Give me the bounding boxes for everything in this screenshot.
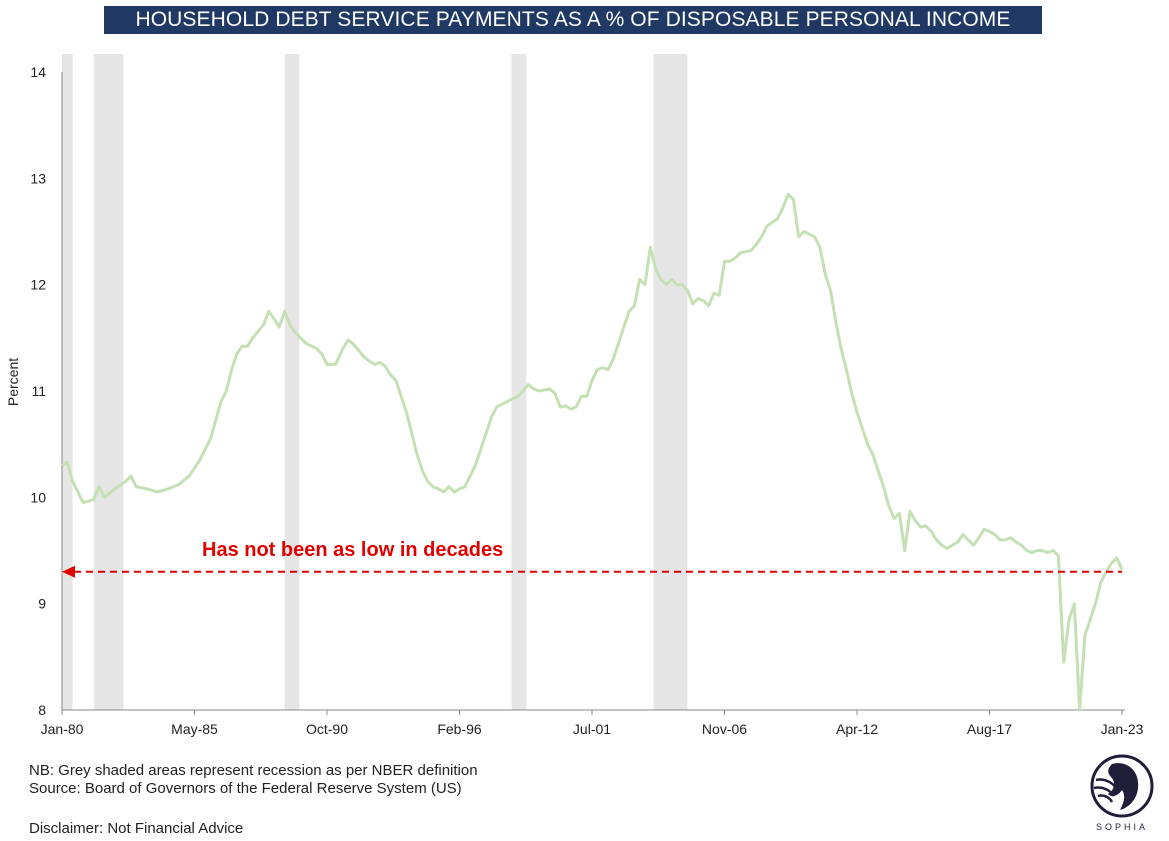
annotation: Has not been as low in decades [62,539,1122,578]
recession-bands [62,54,688,710]
x-tick-label: May-85 [171,721,218,737]
series-line [61,192,1124,712]
x-tick-label: Apr-12 [836,721,878,737]
footnote-disclaimer: Disclaimer: Not Financial Advice [29,820,244,837]
chart-title: HOUSEHOLD DEBT SERVICE PAYMENTS AS A % O… [104,6,1042,34]
x-tick-label: Jan-23 [1101,721,1144,737]
footnote-source: Source: Board of Governors of the Federa… [29,780,462,797]
x-tick-label: Oct-90 [306,721,348,737]
x-tick-label: Jan-80 [41,721,84,737]
y-tick-label: 8 [38,702,46,718]
y-tick-label: 13 [30,170,46,186]
x-tick-label: Jul-01 [573,721,611,737]
y-tick-label: 11 [31,383,46,399]
footnote-nb: NB: Grey shaded areas represent recessio… [29,762,478,779]
y-ticks: 8 9 10 11 12 13 14 [30,64,46,718]
x-tick-label: Nov-06 [702,721,747,737]
y-axis-label: Percent [5,358,21,406]
recession-band-2 [93,54,124,710]
recession-band-4 [511,54,527,710]
y-tick-label: 10 [30,489,46,505]
y-tick-label: 14 [30,64,46,80]
y-tick-label: 12 [30,277,46,293]
recession-band-5 [653,54,688,710]
x-tick-label: Aug-17 [967,721,1012,737]
x-ticks: Jan-80 May-85 Oct-90 Feb-96 Jul-01 Nov-06 Apr-… [41,710,1144,737]
annotation-text: Has not been as low in decades [202,539,503,561]
sophia-logo: SOPHIA [1090,754,1154,832]
sophia-logo-text: SOPHIA [1096,822,1148,832]
recession-band-1 [62,54,73,710]
annotation-arrowhead [62,565,75,578]
y-tick-label: 9 [38,596,46,612]
recession-band-3 [284,54,300,710]
x-tick-label: Feb-96 [437,721,482,737]
sophia-profile-logo-icon [1090,754,1154,818]
